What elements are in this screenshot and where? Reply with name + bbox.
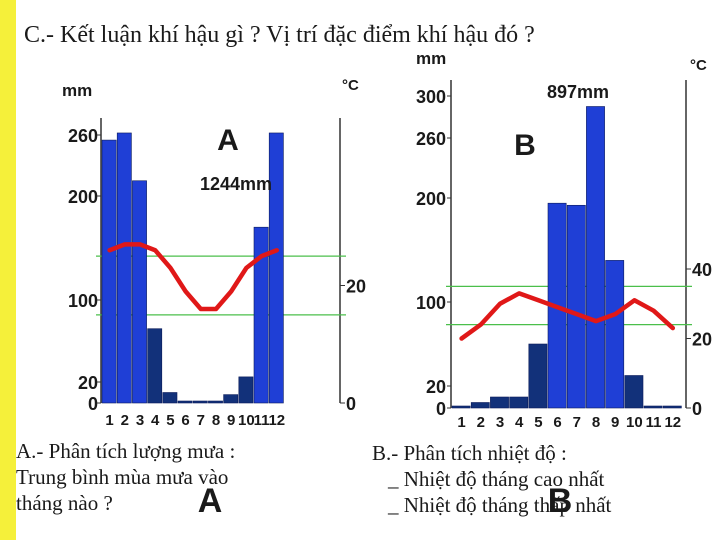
rain-bar [132,180,147,404]
rain-bar [238,376,254,404]
temp-tick-label: 20 [346,277,366,297]
chart-label: B [514,129,536,162]
rain-bar [586,106,605,409]
rain-tick-label: 200 [68,187,98,207]
total-rainfall-label: 1244mm [200,174,272,194]
rain-bar [662,405,682,409]
temp-unit-label: °C [690,57,707,74]
rain-tick-label: 100 [68,291,98,311]
month-label: 10 [626,414,643,431]
rain-tick-label: 0 [436,399,446,419]
rain-bar [116,132,132,404]
rain-bar [528,343,548,409]
rain-bar [253,226,269,404]
rain-bar [451,405,471,409]
month-label: 11 [646,414,662,431]
bottom-letter-a: A [198,482,223,520]
month-label: 8 [592,414,600,431]
month-label: 4 [515,414,524,431]
rain-tick-label: 260 [68,126,98,146]
rain-unit-label: mm [62,81,92,100]
month-label: 3 [496,414,504,431]
month-label: 2 [477,414,485,431]
month-label: 6 [181,412,189,429]
temperature-line [459,291,676,341]
rain-unit-label: mm [416,49,446,68]
bottom-letter-b: B [548,482,573,520]
month-label: 12 [268,412,285,429]
page-heading: C.- Kết luận khí hậu gì ? Vị trí đặc điể… [24,22,535,48]
rain-bar [566,204,586,409]
month-label: 7 [573,414,581,431]
temp-tick-label: 20 [692,330,712,350]
temperature-line [107,242,280,312]
month-label: 10 [238,412,255,429]
month-label: 3 [136,412,144,429]
rain-bar [101,139,117,404]
question-b-line: _ Nhiệt độ tháng cao nhất [388,467,605,491]
question-a-line: A.- Phân tích lượng mưa : [16,439,236,463]
rain-bar [177,400,193,404]
temp-unit-label: °C [342,77,359,94]
rain-bar [268,132,284,404]
chart-label: A [217,124,239,157]
rain-bar [147,328,163,404]
rain-bar [605,260,625,409]
month-label: 4 [151,412,160,429]
rain-bar [208,400,223,404]
month-label: 8 [212,412,220,429]
month-label: 12 [664,414,681,431]
rain-bar [643,405,663,409]
rain-bar [192,400,208,404]
rain-tick-label: 20 [426,377,446,397]
month-label: 7 [197,412,205,429]
rain-tick-label: 300 [416,87,446,107]
question-b-line: _ Nhiệt độ tháng thấp nhất [388,493,612,517]
month-label: 9 [227,412,235,429]
left-color-strip [0,0,16,540]
rain-bar [223,394,239,404]
rain-bar [470,402,490,409]
question-a-line: tháng nào ? [16,491,113,515]
temp-tick-label: 40 [692,260,712,280]
rain-bar [509,396,529,409]
month-label: 5 [166,412,174,429]
total-rainfall-label: 897mm [547,82,609,102]
month-label: 6 [553,414,561,431]
rain-tick-label: 260 [416,129,446,149]
month-label: 11 [254,412,270,429]
rain-tick-label: 200 [416,189,446,209]
rain-bar [624,375,644,409]
month-label: 1 [105,412,113,429]
month-label: 2 [121,412,129,429]
rain-bar [490,396,509,409]
rain-bar [162,392,178,404]
question-a-line: Trung bình mùa mưa vào [16,465,229,489]
rain-tick-label: 100 [416,293,446,313]
temp-tick-label: 0 [346,394,356,414]
question-a: A.- Phân tích lượng mưa : Trung bình mùa… [16,438,235,516]
rain-tick-label: 20 [78,373,98,393]
question-b-line: B.- Phân tích nhiệt độ : [372,441,567,465]
temp-tick-label: 0 [692,399,702,419]
question-b: B.- Phân tích nhiệt độ : _ Nhiệt độ thán… [372,440,611,518]
month-label: 5 [534,414,542,431]
month-label: 9 [611,414,619,431]
month-label: 1 [457,414,465,431]
rain-tick-label: 0 [88,394,98,414]
